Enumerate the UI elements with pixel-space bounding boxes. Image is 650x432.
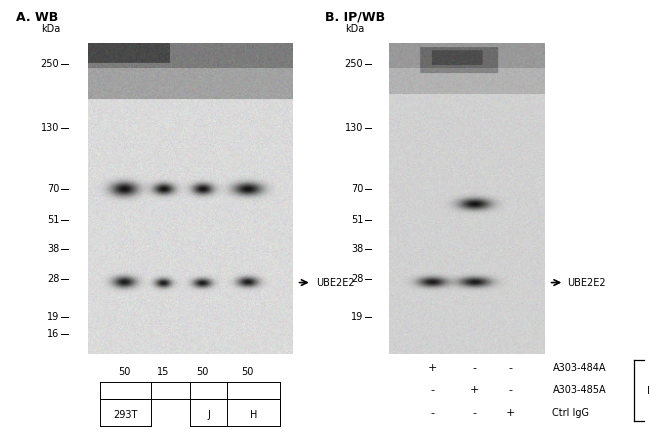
Text: 70: 70 bbox=[351, 184, 363, 194]
Text: -: - bbox=[508, 385, 512, 395]
Text: IP: IP bbox=[647, 386, 650, 396]
Text: 15: 15 bbox=[157, 367, 170, 377]
Text: Ctrl IgG: Ctrl IgG bbox=[552, 408, 590, 418]
Text: UBE2E2: UBE2E2 bbox=[567, 278, 605, 288]
Text: 250: 250 bbox=[344, 59, 363, 69]
Text: 50: 50 bbox=[196, 367, 209, 377]
Text: A303-484A: A303-484A bbox=[552, 363, 606, 373]
Text: -: - bbox=[430, 408, 434, 418]
Text: UBE2E2: UBE2E2 bbox=[316, 278, 354, 288]
Text: 130: 130 bbox=[41, 124, 59, 133]
Text: 16: 16 bbox=[47, 329, 59, 339]
Text: 19: 19 bbox=[351, 312, 363, 322]
Text: 38: 38 bbox=[351, 244, 363, 254]
Text: -: - bbox=[430, 385, 434, 395]
Text: 70: 70 bbox=[47, 184, 59, 194]
Text: 250: 250 bbox=[40, 59, 59, 69]
Text: B. IP/WB: B. IP/WB bbox=[325, 11, 385, 24]
Text: kDa: kDa bbox=[345, 24, 365, 34]
Text: J: J bbox=[207, 410, 210, 420]
Text: 50: 50 bbox=[118, 367, 131, 377]
Text: H: H bbox=[250, 410, 257, 420]
Text: +: + bbox=[506, 408, 515, 418]
Text: +: + bbox=[470, 385, 479, 395]
Text: A. WB: A. WB bbox=[16, 11, 58, 24]
Text: 130: 130 bbox=[345, 124, 363, 133]
Text: 51: 51 bbox=[351, 215, 363, 225]
Text: 38: 38 bbox=[47, 244, 59, 254]
Text: -: - bbox=[473, 408, 476, 418]
Text: +: + bbox=[428, 363, 437, 373]
Text: 51: 51 bbox=[47, 215, 59, 225]
Text: 19: 19 bbox=[47, 312, 59, 322]
Text: kDa: kDa bbox=[42, 24, 60, 34]
Text: A303-485A: A303-485A bbox=[552, 385, 606, 395]
Text: -: - bbox=[508, 363, 512, 373]
Text: -: - bbox=[473, 363, 476, 373]
Text: 50: 50 bbox=[241, 367, 254, 377]
Text: 28: 28 bbox=[47, 274, 59, 284]
Text: 293T: 293T bbox=[114, 410, 138, 420]
Text: 28: 28 bbox=[351, 274, 363, 284]
